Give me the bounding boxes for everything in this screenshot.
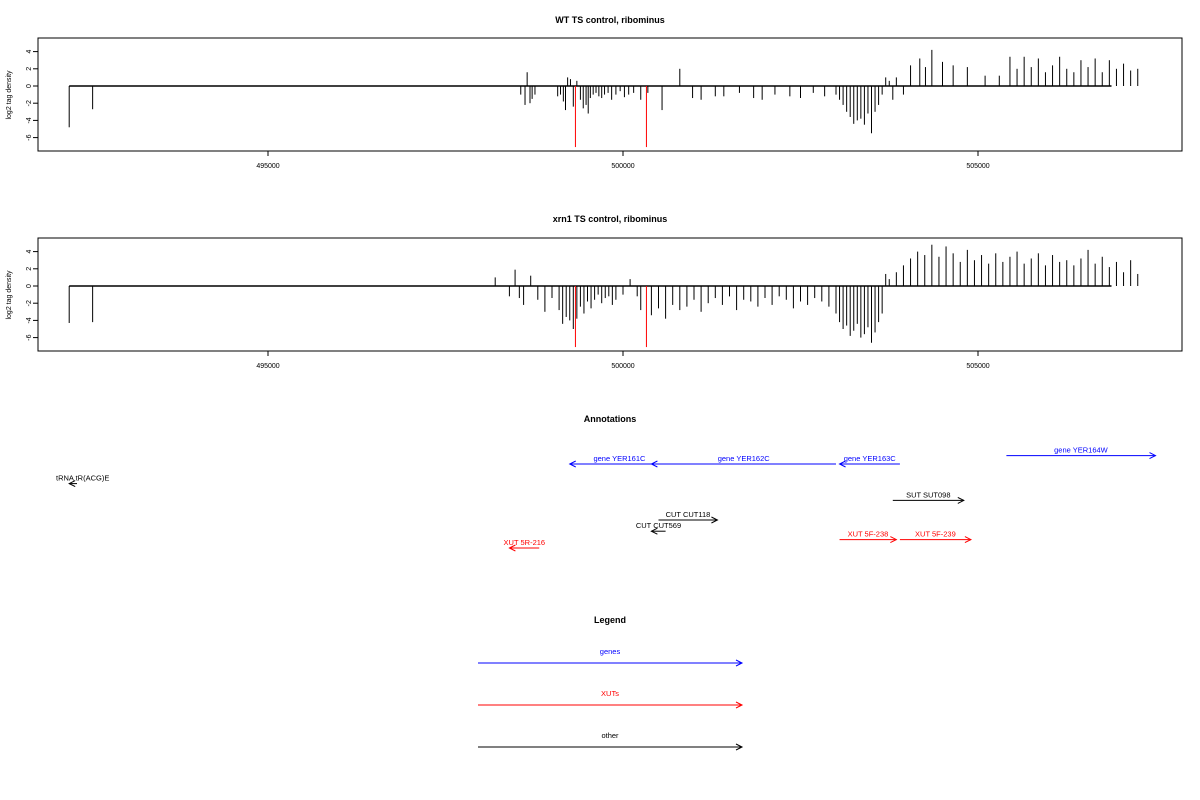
wt-track-xtick-label: 495000	[256, 163, 279, 170]
xrn1-track-ytick-label: -2	[26, 300, 33, 306]
annotation-cut-cut569-arrow-head	[650, 527, 658, 535]
xrn1-track-ylabel: log2 tag density	[6, 270, 13, 320]
annotation-cut-cut118-label: CUT CUT118	[666, 510, 711, 519]
wt-track-ytick-label: -6	[26, 134, 33, 140]
wt-track-xtick-label: 505000	[966, 163, 989, 170]
wt-track-plot-frame	[37, 37, 1183, 152]
annotation-gene-yer161c-arrow-head	[568, 460, 576, 468]
wt-track-panel: WT TS control, ribominus log2 tag densit…	[6, 15, 1183, 170]
xrn1-track-ytick-label: 4	[26, 250, 33, 254]
legend-other-arrow-head	[735, 743, 744, 751]
xrn1-track-plot-frame	[37, 237, 1183, 352]
annotation-xut-5f-239-arrow-head	[964, 536, 973, 544]
wt-track-marks: -6 -4 -2 0 2 4 495000 500000 505000	[26, 50, 1139, 170]
legend-items: genes XUTs other	[478, 647, 744, 751]
xrn1-track-marks: -6 -4 -2 0 2 4 495000 500000 505000	[26, 244, 1139, 370]
legend-title: Legend	[594, 615, 626, 625]
wt-track-ytick-label: -2	[26, 100, 33, 106]
xrn1-track-title: xrn1 TS control, ribominus	[553, 214, 668, 224]
annotation-gene-yer163c-arrow-head	[838, 460, 846, 468]
wt-track-ytick-label: 0	[26, 84, 33, 88]
legend-genes-label: genes	[600, 647, 621, 656]
annotations-title: Annotations	[584, 414, 637, 424]
annotation-gene-yer162c-label: gene YER162C	[718, 454, 771, 463]
annotation-cut-cut569-label: CUT CUT569	[636, 521, 681, 530]
legend-panel: Legend genes XUTs other	[478, 615, 744, 751]
wt-track-ytick-label: 4	[26, 50, 33, 54]
annotation-sut-sut098-arrow-head	[957, 496, 965, 504]
annotation-gene-yer162c-arrow-head	[650, 460, 658, 468]
annotation-sut-sut098-label: SUT SUT098	[906, 490, 950, 499]
annotation-xut-5r-216-label: XUT 5R-216	[504, 538, 546, 547]
legend-xuts-label: XUTs	[601, 689, 619, 698]
wt-track-xtick-label: 500000	[611, 163, 634, 170]
annotation-gene-yer163c-label: gene YER163C	[844, 454, 897, 463]
annotation-xut-5f-238-arrow-head	[890, 536, 898, 544]
annotation-trna-tr-acg-e-arrow-head	[68, 480, 76, 488]
xrn1-track-xtick-label: 500000	[611, 363, 634, 370]
annotation-xut-5f-239-label: XUT 5F-239	[915, 530, 956, 539]
legend-other-label: other	[601, 731, 619, 740]
annotation-trna-tr-acg-e-label: tRNA tR(ACG)E	[56, 474, 109, 483]
annotation-xut-5r-216-arrow-head	[508, 544, 516, 552]
xrn1-track-panel: xrn1 TS control, ribominus log2 tag dens…	[6, 214, 1183, 370]
legend-xuts-arrow-head	[735, 701, 744, 709]
annotations-panel: Annotations gene YER161C gene YER162C gene…	[56, 414, 1157, 552]
annotation-xut-5f-238-label: XUT 5F-238	[848, 530, 889, 539]
xrn1-track-ytick-label: 0	[26, 284, 33, 288]
legend-genes-arrow-head	[735, 659, 744, 667]
wt-track-ytick-label: 2	[26, 67, 33, 71]
xrn1-track-ytick-label: 2	[26, 267, 33, 271]
annotation-gene-yer161c-label: gene YER161C	[593, 454, 646, 463]
wt-track-title: WT TS control, ribominus	[555, 15, 665, 25]
xrn1-track-xtick-label: 495000	[256, 363, 279, 370]
wt-track-ylabel: log2 tag density	[6, 70, 13, 120]
xrn1-track-ytick-label: -6	[26, 334, 33, 340]
annotation-items: gene YER161C gene YER162C gene YER163C gene…	[56, 446, 1157, 552]
annotation-cut-cut118-arrow-head	[711, 516, 719, 524]
annotation-gene-yer164w-arrow-head	[1149, 452, 1157, 460]
annotation-gene-yer164w-label: gene YER164W	[1054, 446, 1109, 455]
wt-track-ytick-label: -4	[26, 117, 33, 123]
xrn1-track-ytick-label: -4	[26, 317, 33, 323]
xrn1-track-xtick-label: 505000	[966, 363, 989, 370]
